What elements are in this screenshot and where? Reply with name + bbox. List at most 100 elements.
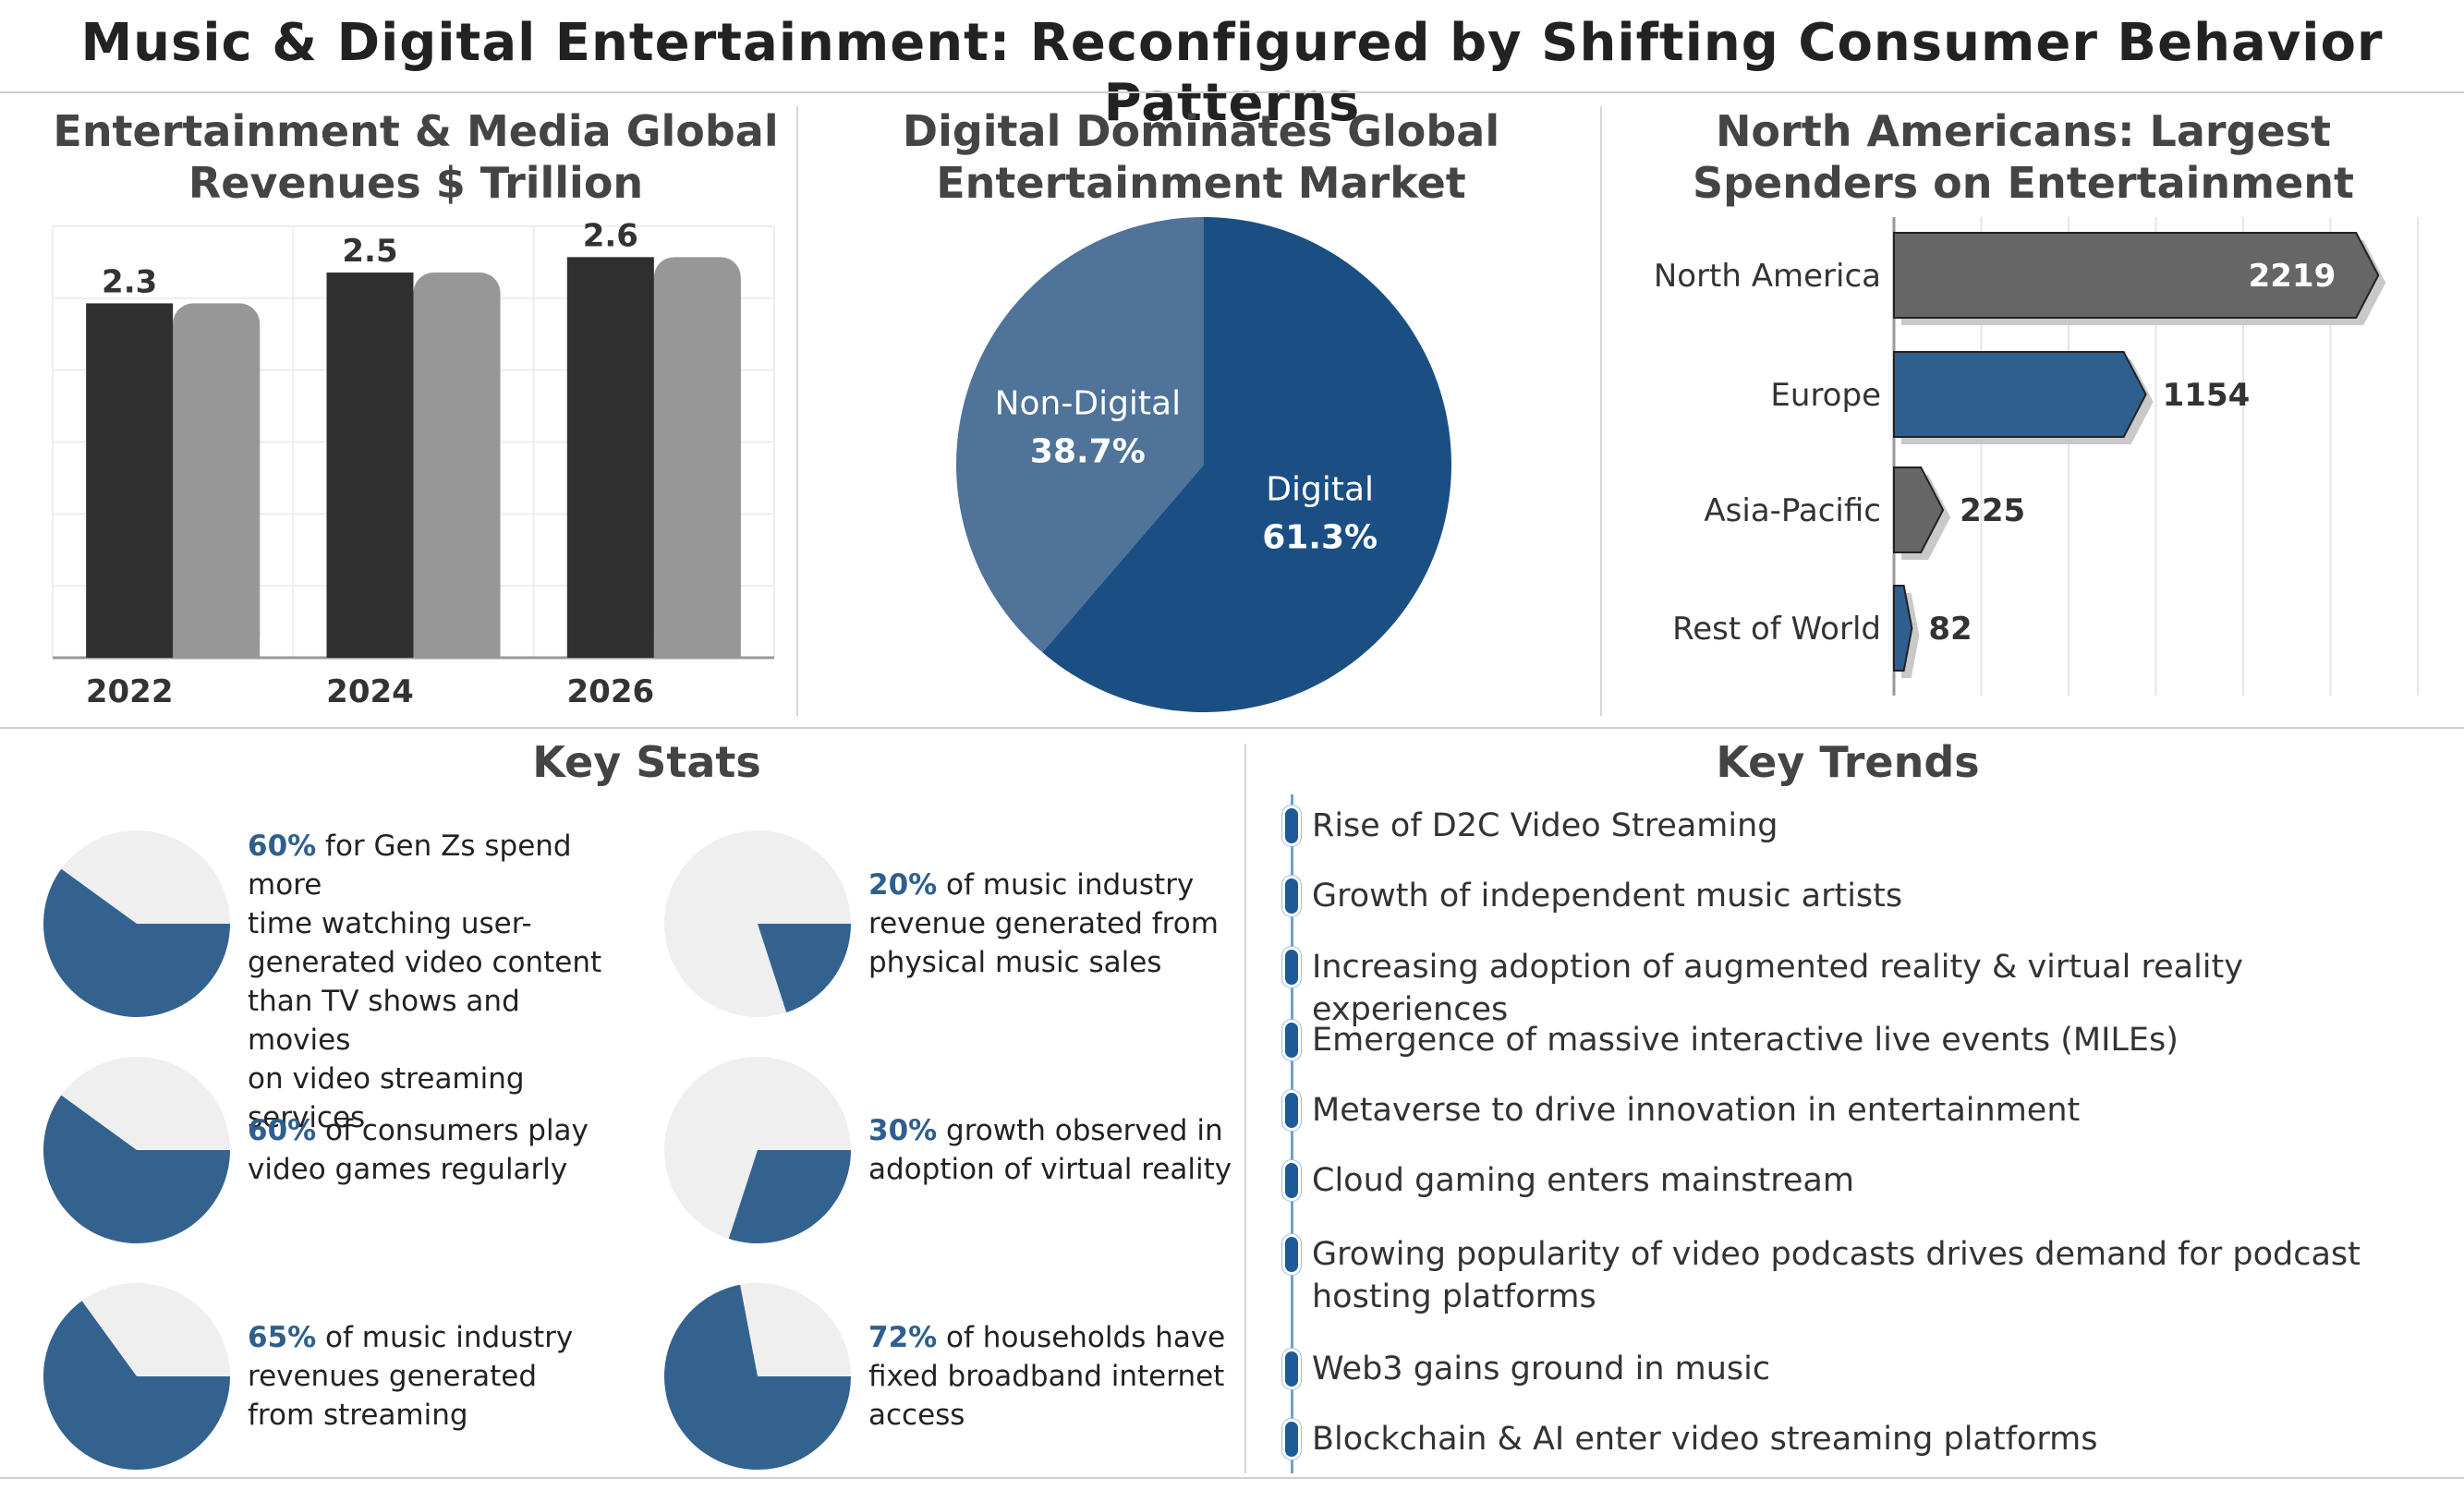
x-tick-label: 2024	[326, 673, 414, 710]
stat-line: revenues generated	[248, 1360, 538, 1393]
bar-back-fill-2024	[413, 295, 501, 658]
bar-value-label: 2.3	[102, 263, 157, 300]
footer-divider	[0, 1477, 2464, 1479]
trend-marker	[1282, 1020, 1301, 1060]
trend-item: Cloud gaming enters mainstream	[1312, 1162, 1854, 1199]
pie-value-label: 61.3%	[1262, 519, 1378, 557]
pie-slice-non-digital	[956, 217, 1204, 653]
y-tick-label: Rest of World	[1672, 611, 1881, 648]
stat-line: of music industry	[937, 868, 1195, 902]
section-divider	[0, 727, 2464, 729]
stat-line: than TV shows and movies	[248, 985, 520, 1057]
bar-2024	[326, 273, 414, 658]
stat-line: adoption of virtual reality	[868, 1153, 1232, 1186]
x-tick-label: 2026	[567, 673, 655, 710]
stat-line: of households have	[937, 1321, 1226, 1354]
stat-line: of music industry	[316, 1321, 574, 1354]
stat-text: 65% of music industry revenues generated f…	[248, 1318, 617, 1435]
stat-percent: 65%	[248, 1321, 317, 1354]
stat-line: access	[868, 1399, 965, 1432]
trend-item: Web3 gains ground in music	[1312, 1351, 1771, 1387]
trend-marker	[1282, 1234, 1301, 1275]
digital-pie-chart: Digital 61.3% Non-Digital 38.7%	[956, 217, 1451, 712]
trend-marker	[1282, 1160, 1301, 1201]
pie-label: Non-Digital	[995, 384, 1182, 422]
bar-value-label: 2219	[2249, 258, 2337, 295]
trends-timeline	[1291, 794, 1293, 1473]
key-stats-pies	[42, 830, 851, 1470]
y-tick-label: Europe	[1770, 377, 1881, 414]
trend-marker	[1282, 1090, 1301, 1131]
bar-2026	[566, 257, 654, 658]
spenders-bar-chart: North America 2219 Europe 1154 Asia-Pacific 2…	[1654, 217, 2419, 696]
trend-item: Growing popularity of video podcasts dri…	[1312, 1236, 2361, 1315]
panel-divider-2	[1600, 106, 1602, 716]
y-tick-label: Asia-Pacific	[1704, 492, 1881, 529]
stats-trends-divider	[1244, 744, 1246, 1473]
trend-item: Rise of D2C Video Streaming	[1312, 807, 1778, 844]
stat-percent: 60%	[248, 1114, 317, 1147]
bar-value-label: 82	[1928, 611, 1972, 648]
stat-pie-slice	[42, 1301, 230, 1470]
stat-line: on video streaming services	[248, 1062, 525, 1134]
bar-north-america	[1893, 232, 2380, 319]
stat-pie-slice	[43, 1095, 230, 1243]
trend-item: Growth of independent music artists	[1312, 878, 1903, 915]
stat-text: 30% growth observed in adoption of virtua…	[868, 1111, 1238, 1189]
stat-text: 20% of music industry revenue generated f…	[868, 866, 1238, 982]
stat-line: growth observed in	[937, 1114, 1223, 1147]
stat-text: 60% for Gen Zs spend more time watching u…	[248, 827, 617, 1137]
main-title: Music & Digital Entertainment: Reconfigu…	[80, 13, 2384, 133]
spenders-chart-title: North Americans: Largest Spenders on Ent…	[1692, 106, 2355, 208]
stat-line: video games regularly	[248, 1153, 568, 1186]
trend-marker	[1282, 1349, 1301, 1389]
stat-percent: 60%	[248, 830, 317, 863]
stat-line: physical music sales	[868, 946, 1162, 979]
stat-line: generated video content	[248, 946, 602, 979]
key-stats-title: Key Stats	[532, 737, 761, 787]
trend-item: Increasing adoption of augmented reality…	[1312, 949, 2243, 1028]
trend-item: Blockchain & AI enter video streaming pl…	[1312, 1421, 2098, 1458]
stat-percent: 72%	[868, 1321, 938, 1354]
bar-rest-of-world	[1893, 585, 1913, 672]
stat-pie-slice	[758, 924, 851, 1013]
stat-pie-slice	[728, 1150, 851, 1243]
bar-europe	[1893, 351, 2147, 438]
trend-item: Metaverse to drive innovation in enterta…	[1312, 1092, 2081, 1129]
bar-2022	[86, 303, 174, 658]
trend-marker	[1282, 1419, 1301, 1460]
revenue-chart-title: Entertainment & Media Global Revenues $ …	[53, 106, 779, 208]
x-tick-label: 2022	[86, 673, 174, 710]
panel-divider-1	[796, 106, 798, 716]
stat-line: revenue generated from	[868, 907, 1219, 940]
stat-text: 72% of households have fixed broadband in…	[868, 1318, 1238, 1435]
y-tick-label: North America	[1654, 258, 1881, 295]
bar-value-label: 2.6	[583, 217, 638, 254]
bar-asia-pacific	[1893, 466, 1945, 553]
trend-marker	[1282, 876, 1301, 916]
pie-label: Digital	[1266, 471, 1374, 509]
pie-value-label: 38.7%	[1030, 432, 1146, 470]
bar-value-label: 2.5	[342, 233, 397, 270]
stat-percent: 30%	[868, 1114, 938, 1147]
bar-value-label: 1154	[2163, 377, 2251, 414]
stat-percent: 20%	[868, 868, 938, 902]
digital-pie-title: Digital Dominates Global Entertainment M…	[902, 106, 1500, 208]
stat-pie-slice	[663, 1284, 851, 1470]
stat-line: of consumers play	[316, 1114, 589, 1147]
stat-line: for Gen Zs spend more	[248, 830, 572, 902]
stat-text: 60% of consumers play video games regular…	[248, 1111, 617, 1189]
bar-value-label: 225	[1960, 492, 2025, 529]
stat-line: fixed broadband internet	[868, 1360, 1225, 1393]
stat-pie-slice	[42, 868, 231, 1017]
bar-back-fill-2022	[173, 325, 261, 658]
pie-slice-digital	[1042, 217, 1451, 712]
stat-line: from streaming	[248, 1399, 468, 1432]
key-trends-title: Key Trends	[1716, 737, 1980, 787]
bar-back-fill-2026	[653, 279, 741, 658]
title-divider	[0, 91, 2464, 93]
trend-marker	[1282, 947, 1301, 987]
trend-marker	[1282, 806, 1301, 846]
revenue-bar-chart: 2.3 2022 2.5 2024 2.6 2026	[52, 217, 775, 710]
stat-line: time watching user-	[248, 907, 532, 940]
